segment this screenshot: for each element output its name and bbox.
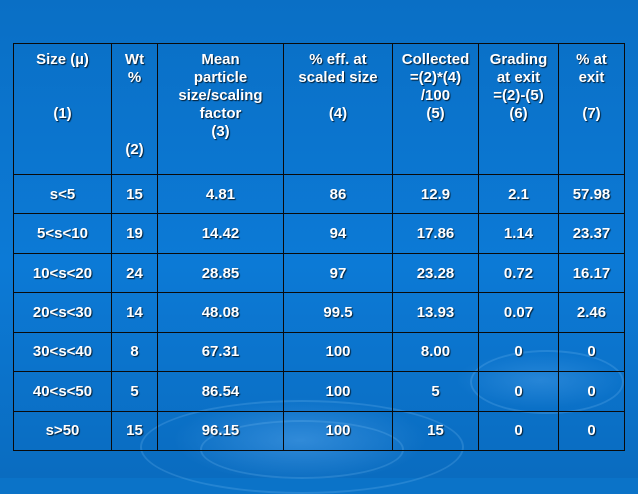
column-header-line: size/scaling xyxy=(178,87,263,104)
column-header-grading-at-exit: Grading at exit =(2)-(5) (6) xyxy=(478,43,559,175)
column-header-line: Size (µ) xyxy=(36,51,89,68)
column-header-line xyxy=(286,87,390,105)
column-header-line: at exit xyxy=(496,69,541,86)
table-cell-efficiency: 97 xyxy=(283,252,393,294)
table-cell-collected: 5 xyxy=(392,371,479,412)
column-header-line: factor xyxy=(199,105,242,122)
column-header-line: =(2)*(4) xyxy=(409,69,462,86)
table-cell-weight: 19 xyxy=(111,213,158,254)
table-cell-weight: 8 xyxy=(111,331,158,373)
column-header-size: Size (µ) (1) xyxy=(13,43,112,175)
table-cell-collected: 8.00 xyxy=(392,331,479,373)
table-cell-efficiency: 100 xyxy=(283,410,393,452)
table-cell-size: s<5 xyxy=(13,173,112,215)
table-cell-percent-at-exit: 0 xyxy=(558,410,625,452)
table-cell-efficiency: 99.5 xyxy=(283,292,393,333)
column-header-line: (7) xyxy=(582,105,601,122)
table-cell-percent-at-exit: 2.46 xyxy=(558,292,625,333)
column-header-line xyxy=(114,87,155,105)
table-cell-grading-at-exit: 2.1 xyxy=(478,173,559,215)
column-header-line: scaled size xyxy=(298,69,378,86)
column-header-line xyxy=(114,123,155,141)
table-cell-collected: 13.93 xyxy=(392,292,479,333)
table-cell-mean-particle-size: 96.15 xyxy=(157,410,284,452)
column-header-line xyxy=(561,87,622,105)
table-row: 10<s<20 24 28.85 97 23.28 0.72 16.17 xyxy=(13,252,625,294)
column-header-line xyxy=(16,69,109,87)
table-cell-weight: 14 xyxy=(111,292,158,333)
table-cell-mean-particle-size: 14.42 xyxy=(157,213,284,254)
table-cell-weight: 24 xyxy=(111,252,158,294)
column-header-line: (3) xyxy=(211,123,230,140)
column-header-line: % xyxy=(127,69,142,86)
column-header-line: Grading xyxy=(489,51,548,68)
column-header-line: Wt xyxy=(124,51,145,68)
table-cell-grading-at-exit: 0 xyxy=(478,371,559,412)
column-header-line: Collected xyxy=(401,51,470,68)
column-header-line: Mean xyxy=(201,51,240,68)
table-body: s<5 15 4.81 86 12.9 2.1 57.98 5<s<10 19 14.42 94 17… xyxy=(13,173,625,452)
table-cell-collected: 15 xyxy=(392,410,479,452)
table-cell-mean-particle-size: 4.81 xyxy=(157,173,284,215)
table-cell-size: 30<s<40 xyxy=(13,331,112,373)
column-header-line: % at xyxy=(576,51,607,68)
table-row: s>50 15 96.15 100 15 0 0 xyxy=(13,410,625,452)
table-cell-size: 40<s<50 xyxy=(13,371,112,412)
column-header-line: particle xyxy=(193,69,248,86)
table-cell-grading-at-exit: 0 xyxy=(478,410,559,452)
column-header-line: (6) xyxy=(509,105,528,122)
table-cell-efficiency: 86 xyxy=(283,173,393,215)
column-header-line: (1) xyxy=(53,105,72,122)
table-cell-percent-at-exit: 57.98 xyxy=(558,173,625,215)
table-row: 30<s<40 8 67.31 100 8.00 0 0 xyxy=(13,331,625,373)
table-row: 20<s<30 14 48.08 99.5 13.93 0.07 2.46 xyxy=(13,292,625,333)
column-header-line: =(2)-(5) xyxy=(493,87,544,104)
table-cell-weight: 15 xyxy=(111,410,158,452)
table-cell-grading-at-exit: 0.72 xyxy=(478,252,559,294)
table-cell-weight: 15 xyxy=(111,173,158,215)
table-row: 40<s<50 5 86.54 100 5 0 0 xyxy=(13,371,625,412)
column-header-percent-at-exit: % at exit (7) xyxy=(558,43,625,175)
table-cell-collected: 23.28 xyxy=(392,252,479,294)
table-cell-collected: 17.86 xyxy=(392,213,479,254)
table-cell-mean-particle-size: 67.31 xyxy=(157,331,284,373)
table-cell-grading-at-exit: 1.14 xyxy=(478,213,559,254)
table-cell-size: 10<s<20 xyxy=(13,252,112,294)
table-cell-size: s>50 xyxy=(13,410,112,452)
column-header-line: % eff. at xyxy=(309,51,367,68)
table-cell-grading-at-exit: 0 xyxy=(478,331,559,373)
table-cell-efficiency: 100 xyxy=(283,371,393,412)
column-header-line: (4) xyxy=(328,105,348,122)
table-cell-size: 20<s<30 xyxy=(13,292,112,333)
column-header-line: (2) xyxy=(125,141,144,158)
table-cell-mean-particle-size: 48.08 xyxy=(157,292,284,333)
column-header-efficiency: % eff. at scaled size (4) xyxy=(283,43,393,175)
table-cell-mean-particle-size: 86.54 xyxy=(157,371,284,412)
table-row: 5<s<10 19 14.42 94 17.86 1.14 23.37 xyxy=(13,213,625,254)
table-cell-weight: 5 xyxy=(111,371,158,412)
efficiency-table-container: Size (µ) (1) Wt% (2) Mean particle size/scal… xyxy=(13,43,625,452)
table-cell-grading-at-exit: 0.07 xyxy=(478,292,559,333)
column-header-line xyxy=(114,105,155,123)
table-cell-percent-at-exit: 23.37 xyxy=(558,213,625,254)
table-header-row: Size (µ) (1) Wt% (2) Mean particle size/scal… xyxy=(13,43,625,175)
table-cell-mean-particle-size: 28.85 xyxy=(157,252,284,294)
table-cell-size: 5<s<10 xyxy=(13,213,112,254)
column-header-weight: Wt% (2) xyxy=(111,43,158,175)
table-cell-efficiency: 100 xyxy=(283,331,393,373)
table-row: s<5 15 4.81 86 12.9 2.1 57.98 xyxy=(13,173,625,215)
table-cell-percent-at-exit: 0 xyxy=(558,331,625,373)
table-cell-percent-at-exit: 16.17 xyxy=(558,252,625,294)
column-header-mean-particle-size: Mean particle size/scaling factor (3) xyxy=(157,43,284,175)
efficiency-table: Size (µ) (1) Wt% (2) Mean particle size/scal… xyxy=(13,43,625,452)
column-header-line xyxy=(16,87,109,105)
column-header-line: (5) xyxy=(426,105,445,122)
table-cell-percent-at-exit: 0 xyxy=(558,371,625,412)
column-header-collected: Collected =(2)*(4)/100 (5) xyxy=(392,43,479,175)
column-header-line: /100 xyxy=(420,87,451,104)
table-cell-efficiency: 94 xyxy=(283,213,393,254)
column-header-line: exit xyxy=(578,69,605,86)
table-cell-collected: 12.9 xyxy=(392,173,479,215)
